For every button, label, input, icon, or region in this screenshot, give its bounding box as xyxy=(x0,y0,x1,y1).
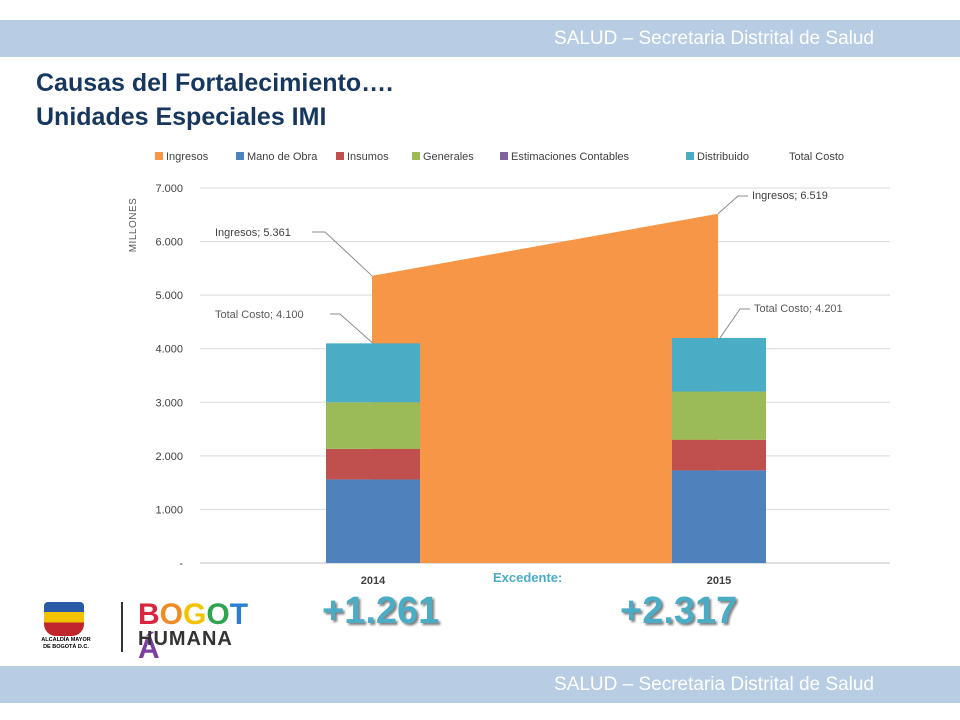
bogota-coat-of-arms-icon xyxy=(44,602,84,636)
bogota-logo-letter: G xyxy=(183,598,207,631)
data-label: Total Costo; 4.201 xyxy=(754,303,843,315)
y-tick-label: 1.000 xyxy=(155,504,183,516)
data-label-value: 5.361 xyxy=(263,227,291,239)
data-label-series: Total Costo; xyxy=(754,303,815,315)
data-label: Total Costo; 4.100 xyxy=(215,309,304,321)
bar-segment-insumos xyxy=(672,439,766,471)
legend-swatch xyxy=(155,152,163,160)
bar-segment-mano-de-obra xyxy=(672,470,766,563)
annotation-leader-line xyxy=(330,313,374,344)
legend-swatch xyxy=(500,152,508,160)
y-tick-label: 5.000 xyxy=(155,290,183,302)
bogota-logo-letter: T xyxy=(229,598,249,631)
legend-swatch xyxy=(236,152,244,160)
footer-band: SALUD – Secretaria Distrital de Salud xyxy=(0,666,960,703)
data-label-series: Total Costo; xyxy=(215,309,276,321)
bar-segment-distribuido xyxy=(326,343,420,403)
bar-segment-distribuido xyxy=(672,337,766,392)
excedente-value-2015: +2.317 xyxy=(620,590,738,632)
bogota-logo-letter: O xyxy=(206,598,230,631)
y-tick-label: 2.000 xyxy=(155,451,183,463)
legend-swatch xyxy=(412,152,420,160)
legend-label: Insumos xyxy=(347,151,389,163)
annotation-leader-line xyxy=(717,195,748,215)
legend-swatch xyxy=(686,152,694,160)
y-tick-label: - xyxy=(179,558,183,570)
legend-label: Total Costo xyxy=(789,151,844,163)
bogota-logo-letter: O xyxy=(159,598,184,631)
y-tick-label: 4.000 xyxy=(155,344,183,356)
annotation-leader-line xyxy=(719,308,750,339)
legend-label: Mano de Obra xyxy=(247,151,318,163)
excedente-label: Excedente: xyxy=(493,570,563,585)
bogota-logo-letter: Á xyxy=(138,632,160,665)
excedente-value-2014: +1.261 xyxy=(322,590,440,632)
legend-label: Ingresos xyxy=(166,151,209,163)
header-band: SALUD – Secretaria Distrital de Salud xyxy=(0,20,960,57)
legend-label: Estimaciones Contables xyxy=(511,151,630,163)
y-tick-label: 6.000 xyxy=(155,237,183,249)
data-label-value: 6.519 xyxy=(800,190,828,202)
legend-swatch xyxy=(336,152,344,160)
x-tick-label: 2015 xyxy=(707,575,731,587)
ingresos-area xyxy=(372,213,718,563)
bogota-logo-letter: B xyxy=(138,598,160,631)
y-axis-label: MILLONES xyxy=(128,198,139,253)
humana-logo-text: HUMANA xyxy=(138,628,233,650)
data-label-value: 4.201 xyxy=(815,303,843,315)
page-title-line2: Unidades Especiales IMI xyxy=(36,103,327,131)
alcaldia-logo-text: ALCALDÍA MAYOR DE BOGOTÁ D.C. xyxy=(41,637,91,650)
header-band-text: SALUD – Secretaria Distrital de Salud xyxy=(554,28,874,49)
y-tick-label: 7.000 xyxy=(155,183,183,195)
data-label-series: Ingresos; xyxy=(752,190,800,202)
logos: ALCALDÍA MAYOR DE BOGOTÁ D.C. BOGOTÁ HUM… xyxy=(38,598,268,665)
data-label-series: Ingresos; xyxy=(215,227,263,239)
footer-band-text: SALUD – Secretaria Distrital de Salud xyxy=(554,674,874,695)
bar-segment-mano-de-obra xyxy=(326,479,420,563)
annotation-leader-line xyxy=(312,231,373,277)
bar-segment-insumos xyxy=(326,448,420,480)
legend-label: Distribuido xyxy=(697,151,749,163)
page-title: Causas del Fortalecimiento…. Unidades Es… xyxy=(36,66,393,134)
data-label: Ingresos; 5.361 xyxy=(215,227,291,239)
legend-label: Generales xyxy=(423,151,474,163)
data-label: Ingresos; 6.519 xyxy=(752,190,828,202)
y-tick-label: 3.000 xyxy=(155,397,183,409)
bar-segment-generales xyxy=(326,402,420,449)
bogota-humana-logo: BOGOTÁ xyxy=(138,598,268,666)
page-title-line1: Causas del Fortalecimiento…. xyxy=(36,69,394,97)
bar-segment-generales xyxy=(672,391,766,440)
data-label-value: 4.100 xyxy=(276,309,304,321)
logo-divider xyxy=(121,602,123,652)
x-tick-label: 2014 xyxy=(361,575,386,587)
